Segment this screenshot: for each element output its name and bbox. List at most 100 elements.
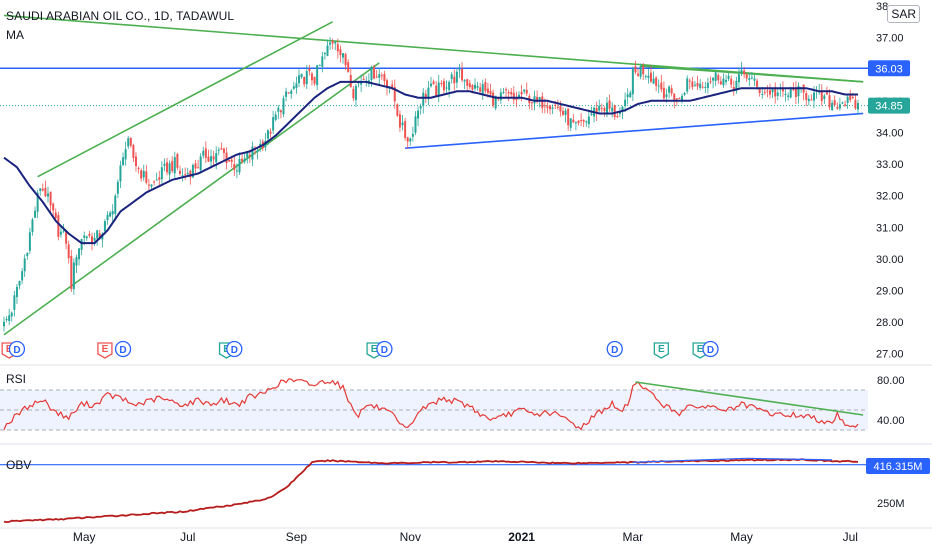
price-trendline [37,21,334,178]
price-label-box [868,60,910,77]
candle [248,154,251,157]
candle [127,138,130,147]
candle [155,179,158,181]
candle [67,244,70,259]
earnings-marker-letter: E [102,344,109,355]
candle [655,77,658,86]
candle [577,120,580,124]
candle [59,231,62,235]
candle [184,174,187,176]
candle [440,83,443,85]
candle [116,181,119,194]
candle [370,66,373,80]
candle [163,163,166,166]
candle [561,110,564,115]
candle [776,92,779,96]
candle [706,82,709,88]
candle [129,137,132,146]
obv-axis-tick: 250M [877,498,905,510]
candle [737,74,740,83]
candle [797,85,800,97]
candle [691,81,694,88]
candle [463,80,466,82]
candle [419,105,422,109]
candle [543,105,546,107]
candle [215,153,218,163]
candle [820,91,823,101]
currency-badge[interactable]: SAR [887,5,920,23]
candle [347,62,350,73]
candle [810,99,813,101]
candle [605,102,608,114]
candle [572,119,575,123]
dividend-marker-icon [114,340,132,358]
candle [18,280,21,286]
candle [114,195,117,214]
candle [323,52,326,55]
candle [769,90,772,95]
time-axis-tick: May [730,530,753,544]
candle [78,248,81,260]
candle [103,221,106,232]
candle [235,170,238,172]
candle [732,87,735,91]
candle [336,44,339,52]
candle [450,74,453,80]
candle [813,92,816,101]
indicator-label[interactable]: MA [6,28,24,42]
candle [492,92,495,106]
candle [781,87,784,92]
rsi-trendline [635,381,864,416]
candle [241,158,244,162]
candle [292,86,295,89]
candle [277,107,280,112]
candle [396,104,399,116]
candle [828,95,831,108]
candle [479,87,482,92]
price-axis-tick: 31.00 [876,222,904,234]
candle [836,107,839,109]
price-axis-tick: 28.00 [876,317,904,329]
candle [411,133,414,137]
candle [305,70,308,85]
candle [611,107,614,112]
candle [93,237,96,241]
candle [458,69,461,71]
candle [106,214,109,221]
candle [85,236,88,239]
candle [660,82,663,90]
candle [668,86,671,93]
candle [3,321,5,327]
candle [823,95,826,100]
candle [310,73,313,81]
candle [272,117,275,131]
candle [316,65,319,86]
candle [520,91,523,95]
candle [838,104,841,109]
candle [46,193,49,197]
candle [805,93,808,100]
candle [727,75,730,79]
candle [657,85,660,87]
candle [637,73,640,76]
candle [437,82,440,97]
candle [730,78,733,85]
candle [217,149,220,151]
candle [134,156,137,167]
candle [541,96,544,108]
candle [857,102,859,110]
obv-line [3,458,859,524]
candle [665,94,668,97]
candle [303,76,306,85]
candle [748,78,751,80]
candle [851,97,854,99]
candle [72,262,75,290]
candle [352,88,355,99]
moving-average-line [3,80,858,245]
candle [745,74,748,79]
candle [652,78,655,84]
candle [197,167,200,169]
candle [580,119,583,121]
candle [329,42,332,45]
